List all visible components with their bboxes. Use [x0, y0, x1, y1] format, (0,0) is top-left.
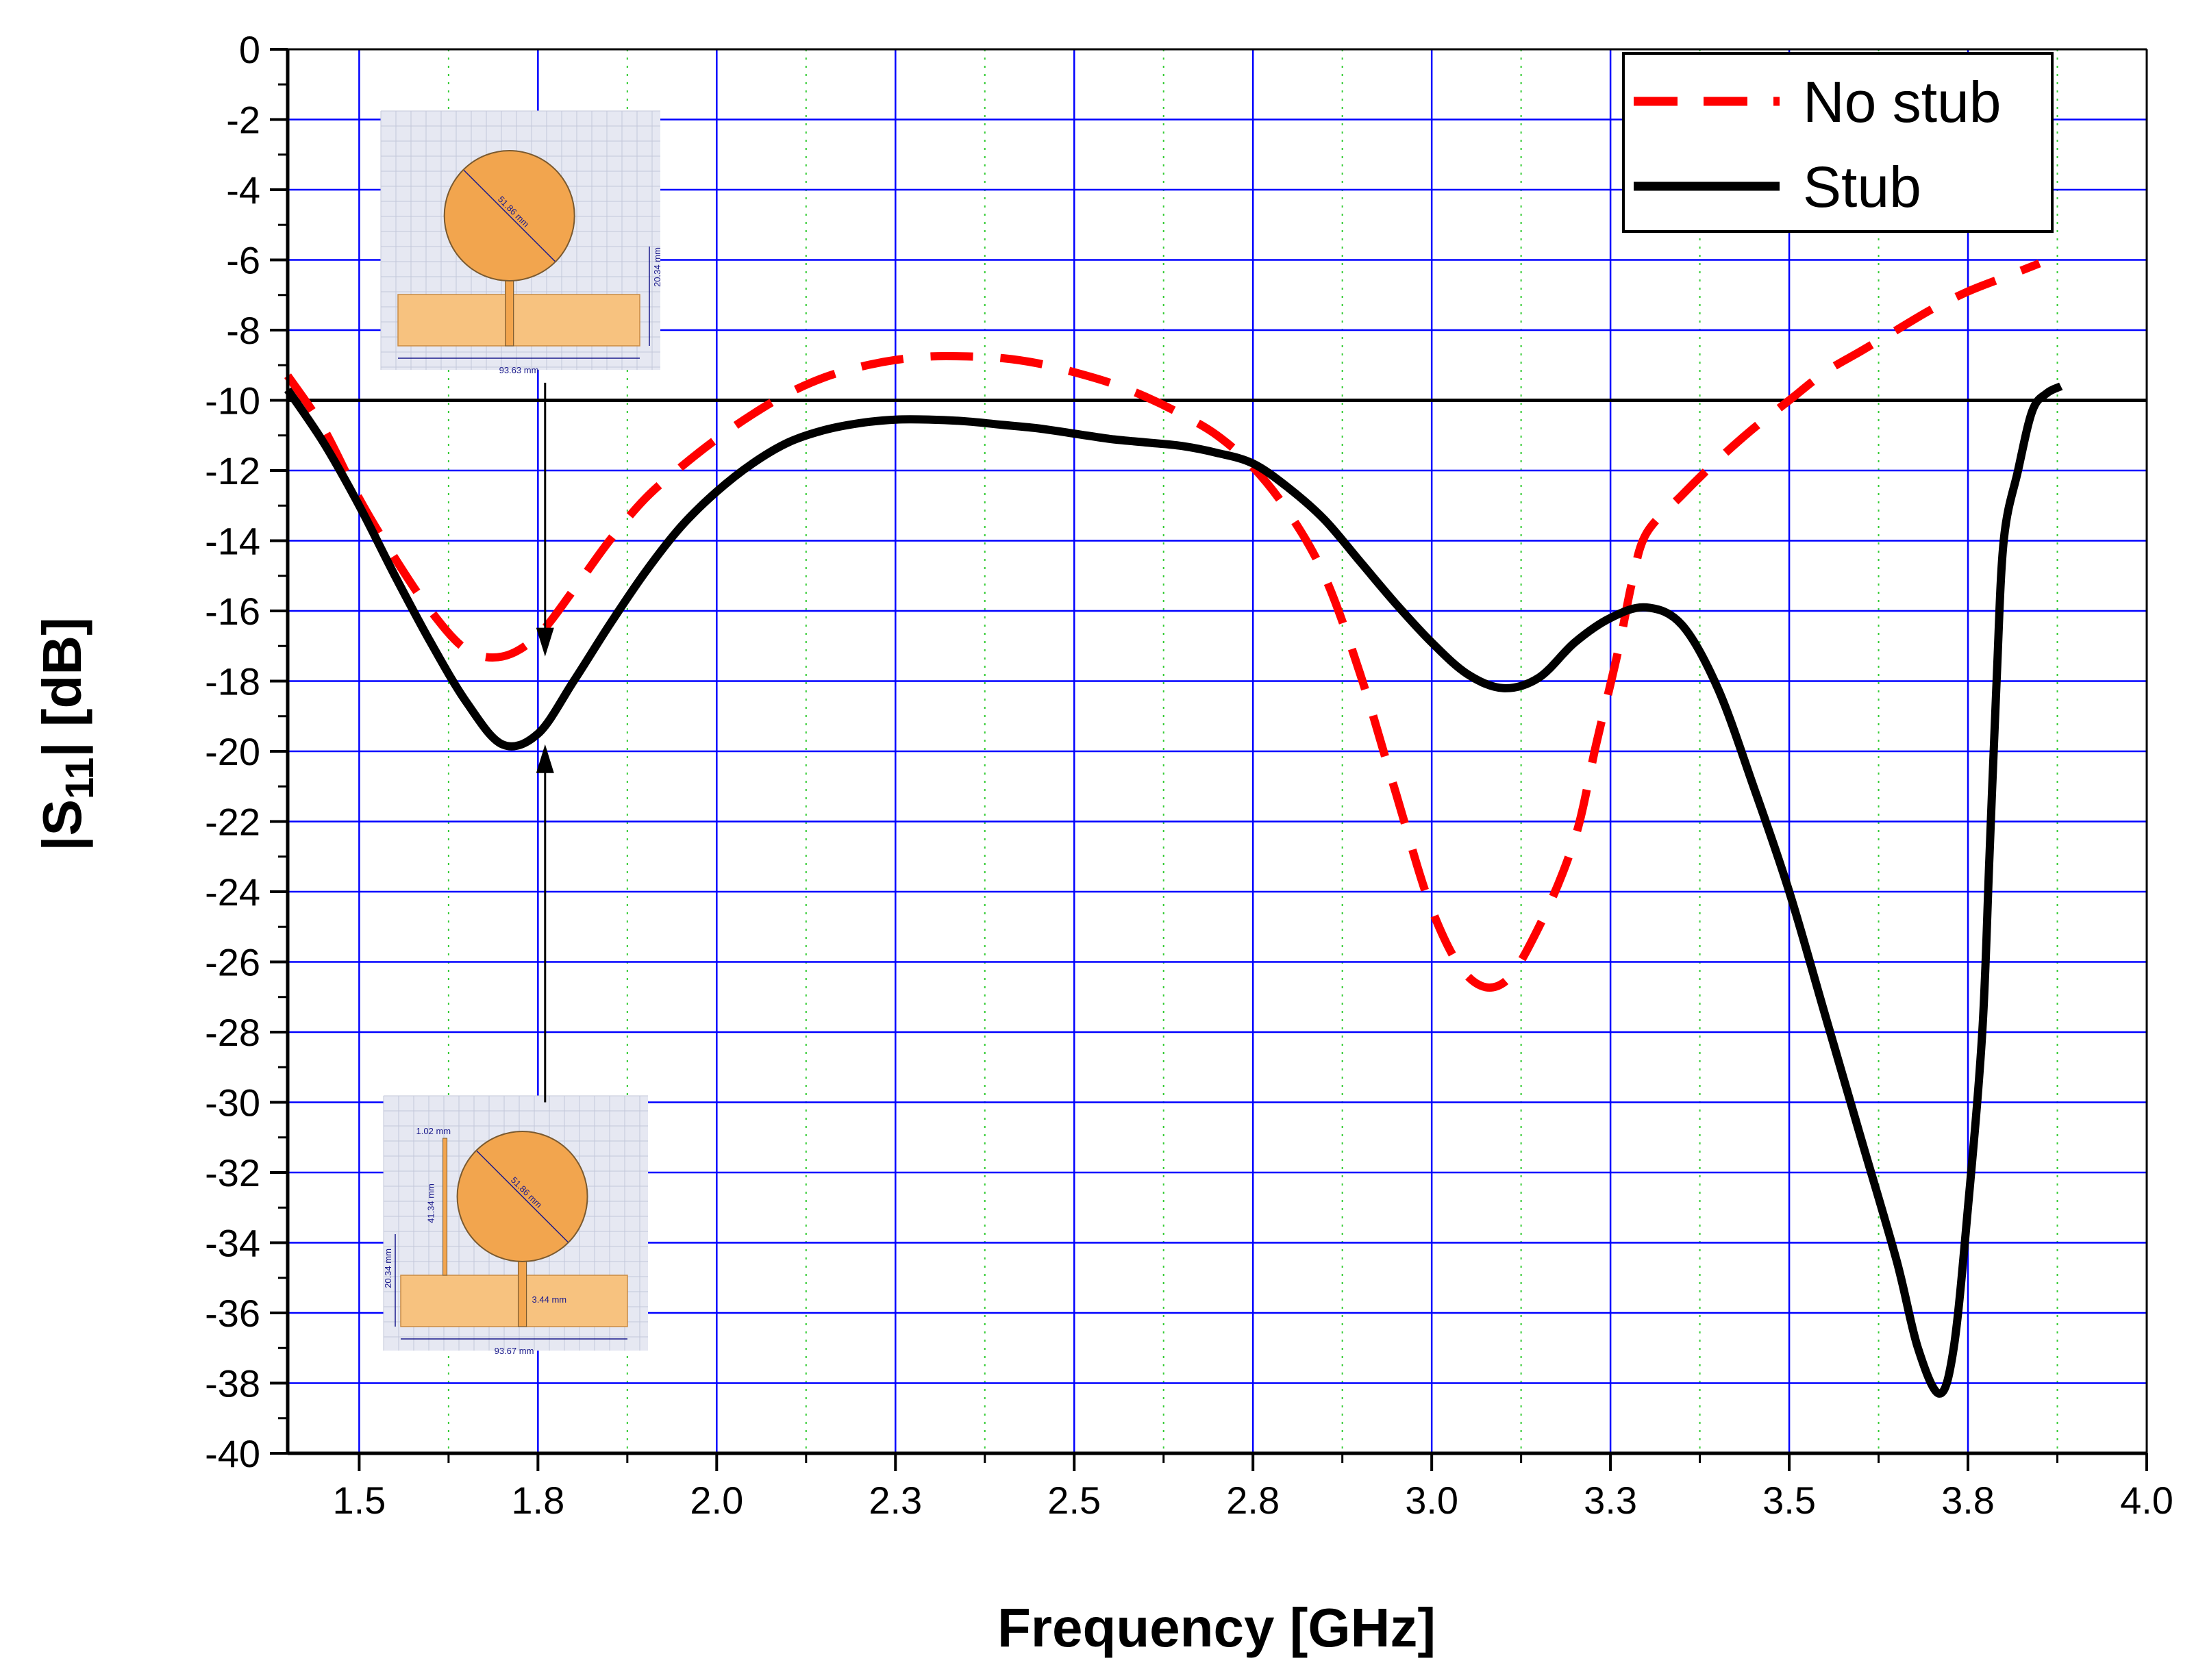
feed-width-label: 3.44 mm	[532, 1294, 567, 1305]
stub-line	[442, 1138, 448, 1276]
x-tick-label: 3.3	[1584, 1479, 1637, 1522]
stub-length-label: 41.34 mm	[426, 1183, 436, 1223]
x-tick-label: 2.0	[690, 1479, 743, 1522]
x-tick-label: 4.0	[2120, 1479, 2173, 1522]
y-tick-label: -30	[205, 1081, 260, 1125]
height-label: 20.34 mm	[652, 247, 662, 287]
stub-width-label: 1.02 mm	[416, 1126, 451, 1136]
y-axis-title: |S11| [dB]	[32, 617, 102, 851]
y-tick-label: -16	[205, 590, 260, 633]
feed-line	[517, 1258, 527, 1327]
diameter-line	[476, 1150, 569, 1243]
x-tick-label: 2.8	[1226, 1479, 1280, 1522]
legend: No stub Stub	[1622, 52, 2054, 233]
y-tick-label: -18	[205, 660, 260, 703]
width-label: 93.63 mm	[499, 365, 539, 375]
x-tick-label: 1.5	[332, 1479, 386, 1522]
x-tick-label: 3.8	[1941, 1479, 1995, 1522]
axis-layer: 0 -2 -4 -6 -8 -10 -12 -14 -16 -18 -20 -22 -24 -26 -28 -…	[205, 28, 2173, 1522]
y-tick-label: -38	[205, 1362, 260, 1405]
y-axis-title-main: |S	[32, 799, 93, 851]
y-tick-label: -6	[226, 239, 260, 282]
y-axis-title-sub: 11	[58, 757, 102, 799]
substrate-rect	[397, 294, 640, 347]
svg-text:|S11| [dB]: |S11| [dB]	[32, 617, 102, 851]
y-tick-label: -34	[205, 1222, 260, 1265]
y-tick-label: -8	[226, 309, 260, 352]
x-tick-label: 2.3	[869, 1479, 922, 1522]
y-tick-label: -20	[205, 730, 260, 773]
height-label: 20.34 mm	[383, 1249, 393, 1288]
y-tick-label: -4	[226, 168, 260, 212]
diameter-line	[463, 169, 556, 262]
legend-box	[1622, 52, 2054, 233]
x-tick-label: 2.5	[1047, 1479, 1101, 1522]
y-axis-title-tail: | [dB]	[32, 617, 93, 757]
y-tick-label: -40	[205, 1432, 260, 1475]
y-tick-label: -2	[226, 99, 260, 142]
legend-label-no-stub: No stub	[1803, 70, 2002, 134]
series-stub	[284, 382, 2063, 1398]
axis-titles: Frequency [GHz] |S11| [dB]	[32, 617, 1436, 1658]
feed-line	[505, 277, 514, 347]
width-label: 93.67 mm	[495, 1346, 534, 1356]
x-tick-label: 3.0	[1405, 1479, 1458, 1522]
series-layer	[284, 260, 2063, 1398]
annotation-arrow-head	[536, 744, 554, 773]
x-tick-label: 1.8	[511, 1479, 564, 1522]
legend-label-stub: Stub	[1803, 155, 1921, 219]
y-tick-label: -32	[205, 1151, 260, 1194]
y-tick-label: -10	[205, 379, 260, 423]
y-tick-label: -24	[205, 870, 260, 914]
y-tick-label: -12	[205, 449, 260, 492]
annotation-arrow-head	[536, 627, 554, 657]
y-tick-label: -26	[205, 941, 260, 984]
y-tick-label: -14	[205, 520, 260, 563]
y-tick-label: 0	[239, 28, 260, 71]
substrate-rect	[400, 1275, 628, 1327]
x-tick-label: 3.5	[1762, 1479, 1816, 1522]
y-tick-label: -36	[205, 1292, 260, 1335]
y-tick-label: -22	[205, 801, 260, 844]
annotation-layer	[536, 382, 554, 1103]
y-tick-label: -28	[205, 1011, 260, 1054]
x-axis-title: Frequency [GHz]	[997, 1597, 1436, 1658]
